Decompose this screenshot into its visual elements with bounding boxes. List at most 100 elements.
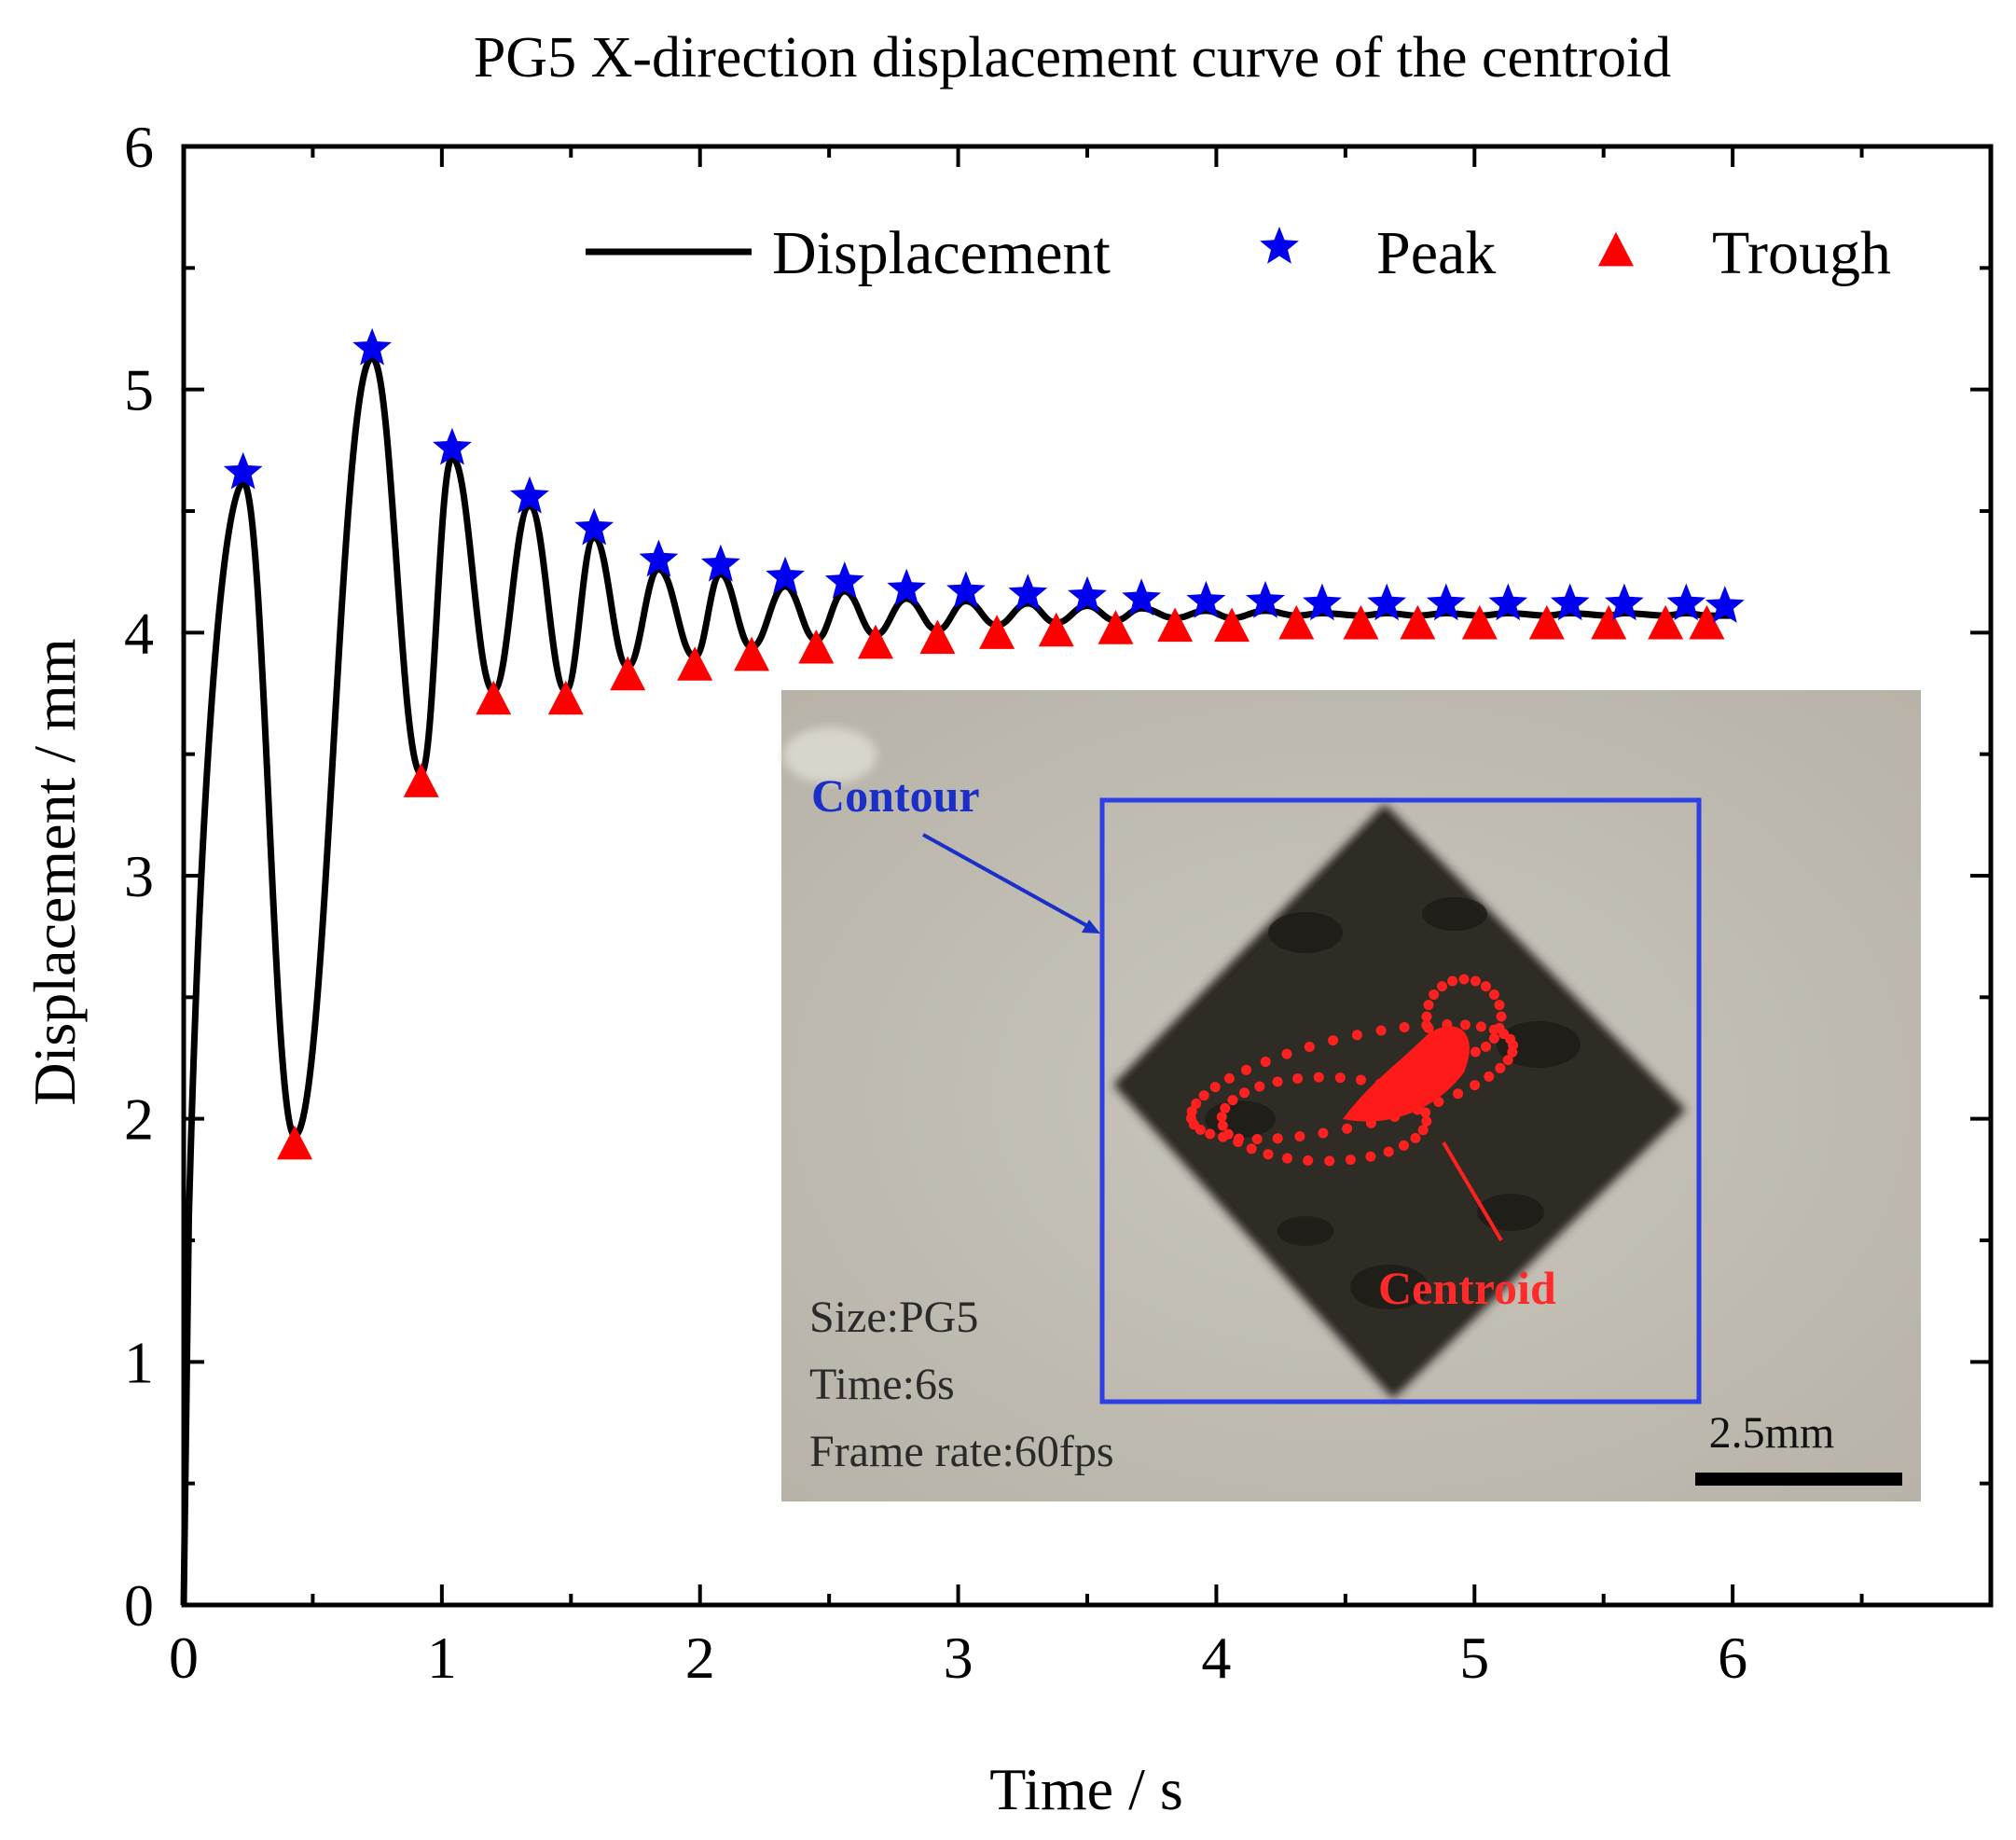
trajectory-dot bbox=[1282, 1153, 1292, 1164]
trajectory-dot bbox=[1437, 981, 1447, 992]
trajectory-dot bbox=[1495, 1062, 1506, 1073]
legend-label-peak: Peak bbox=[1376, 219, 1496, 287]
trough-marker bbox=[1528, 604, 1565, 640]
y-tick-label: 6 bbox=[124, 114, 154, 180]
trajectory-dot bbox=[1334, 1072, 1346, 1084]
trajectory-dot bbox=[1470, 1046, 1481, 1058]
peak-marker bbox=[574, 507, 614, 546]
peak-marker bbox=[639, 539, 679, 577]
contour-arrow bbox=[922, 833, 1092, 930]
trajectory-dot bbox=[1459, 1019, 1471, 1031]
peak-marker bbox=[1186, 580, 1226, 618]
trajectory-dot bbox=[1220, 1102, 1231, 1114]
trough-marker bbox=[734, 636, 770, 671]
y-tick-label: 5 bbox=[124, 357, 154, 423]
trajectory-dot bbox=[1223, 1072, 1235, 1084]
trajectory-dot bbox=[1423, 1000, 1434, 1011]
centroid-cluster bbox=[1343, 1026, 1470, 1122]
peak-marker bbox=[946, 571, 986, 609]
trajectory-dot bbox=[1251, 1134, 1263, 1144]
peak-marker bbox=[433, 427, 472, 465]
trajectory-dot bbox=[1365, 1151, 1376, 1162]
legend: Displacement Peak Trough bbox=[586, 219, 1891, 287]
peak-marker bbox=[223, 451, 263, 490]
trajectory-dot bbox=[1399, 1140, 1409, 1151]
trajectory-dot bbox=[1447, 975, 1458, 987]
trajectory-dot bbox=[1227, 1095, 1238, 1106]
legend-trough-triangle bbox=[1598, 231, 1634, 267]
trough-marker bbox=[1038, 612, 1074, 647]
peak-marker bbox=[1122, 578, 1162, 616]
peak-marker bbox=[510, 476, 549, 514]
peak-marker bbox=[1488, 583, 1528, 621]
scale-bar bbox=[1695, 1473, 1902, 1486]
trajectory-dot bbox=[1205, 1128, 1216, 1140]
plot-frame bbox=[181, 144, 1994, 1608]
trajectory-dot bbox=[1383, 1146, 1394, 1157]
trajectory-dot bbox=[1294, 1131, 1305, 1141]
trajectory-dot bbox=[1260, 1057, 1271, 1067]
legend-swatch-trough bbox=[1598, 231, 1634, 267]
peak-marker bbox=[824, 561, 864, 599]
y-tick-label: 4 bbox=[124, 600, 154, 666]
trajectory-dot bbox=[1429, 989, 1440, 1000]
trajectory-dot bbox=[1351, 1030, 1362, 1041]
x-tick-label: 2 bbox=[685, 1625, 715, 1691]
trough-marker bbox=[1278, 604, 1315, 640]
trough-marker bbox=[403, 763, 439, 797]
trajectory-dot bbox=[1216, 1112, 1227, 1123]
peak-marker bbox=[1246, 580, 1285, 618]
trajectory-dot bbox=[1488, 989, 1499, 1000]
peak-marker bbox=[1426, 583, 1466, 621]
trough-marker bbox=[1214, 607, 1250, 643]
y-tick-label: 3 bbox=[124, 843, 154, 909]
trajectory-dot bbox=[1313, 1072, 1324, 1083]
trough-marker bbox=[476, 680, 512, 715]
x-tick-label: 1 bbox=[427, 1625, 457, 1691]
tick-labels: 0 1 2 3 4 5 6 0 1 2 3 4 5 6 bbox=[124, 114, 1747, 1691]
trajectory-dot bbox=[1342, 1123, 1353, 1134]
trajectory-dot bbox=[1484, 1071, 1495, 1082]
peak-marker bbox=[1068, 575, 1107, 614]
trajectory-dot bbox=[1303, 1155, 1314, 1166]
trajectory-dot bbox=[1420, 1107, 1431, 1118]
trajectory-dot bbox=[1198, 1090, 1209, 1101]
trajectory-dot bbox=[1281, 1048, 1292, 1059]
y-tick-label: 0 bbox=[124, 1572, 154, 1639]
trough-markers bbox=[277, 604, 1725, 1160]
trajectory-dot bbox=[1458, 974, 1470, 985]
trajectory-dot bbox=[1254, 1081, 1265, 1092]
trajectory-dot bbox=[1304, 1042, 1315, 1052]
peak-marker bbox=[1705, 586, 1745, 623]
inset-photo: Contour Centroid Size:PG5 Time:6s Frame … bbox=[781, 690, 1921, 1501]
trajectory-dot bbox=[1246, 1143, 1257, 1155]
trough-marker bbox=[677, 646, 713, 681]
peak-marker bbox=[887, 568, 927, 606]
contour-box bbox=[1099, 797, 1702, 1404]
peak-marker bbox=[1604, 583, 1644, 621]
trajectory-dot bbox=[1222, 1128, 1234, 1140]
trajectory-dot bbox=[1399, 1022, 1410, 1032]
trajectory-dot bbox=[1324, 1155, 1335, 1167]
trough-marker bbox=[1157, 607, 1194, 643]
peak-marker bbox=[1008, 574, 1048, 611]
trajectory-dot bbox=[1272, 1076, 1283, 1087]
peak-marker bbox=[1367, 583, 1407, 621]
trajectory-dot bbox=[1263, 1149, 1274, 1160]
trough-marker bbox=[1648, 604, 1684, 640]
legend-label-displacement: Displacement bbox=[772, 219, 1111, 287]
trajectory-dot bbox=[1470, 1080, 1481, 1091]
trajectory-dot bbox=[1186, 1106, 1197, 1117]
trajectory-dot bbox=[1191, 1098, 1202, 1109]
trough-marker bbox=[1400, 604, 1436, 640]
trajectory-dot bbox=[1475, 1021, 1486, 1032]
trajectory-dot bbox=[1488, 1033, 1499, 1044]
centroid-label: Centroid bbox=[1378, 1262, 1556, 1314]
trajectory-dot bbox=[1328, 1035, 1339, 1046]
x-tick-label: 5 bbox=[1459, 1625, 1489, 1691]
peak-marker bbox=[352, 327, 392, 366]
trajectory-dot bbox=[1417, 1125, 1429, 1136]
trajectory-dot bbox=[1217, 1120, 1228, 1131]
trough-marker bbox=[1098, 610, 1134, 644]
